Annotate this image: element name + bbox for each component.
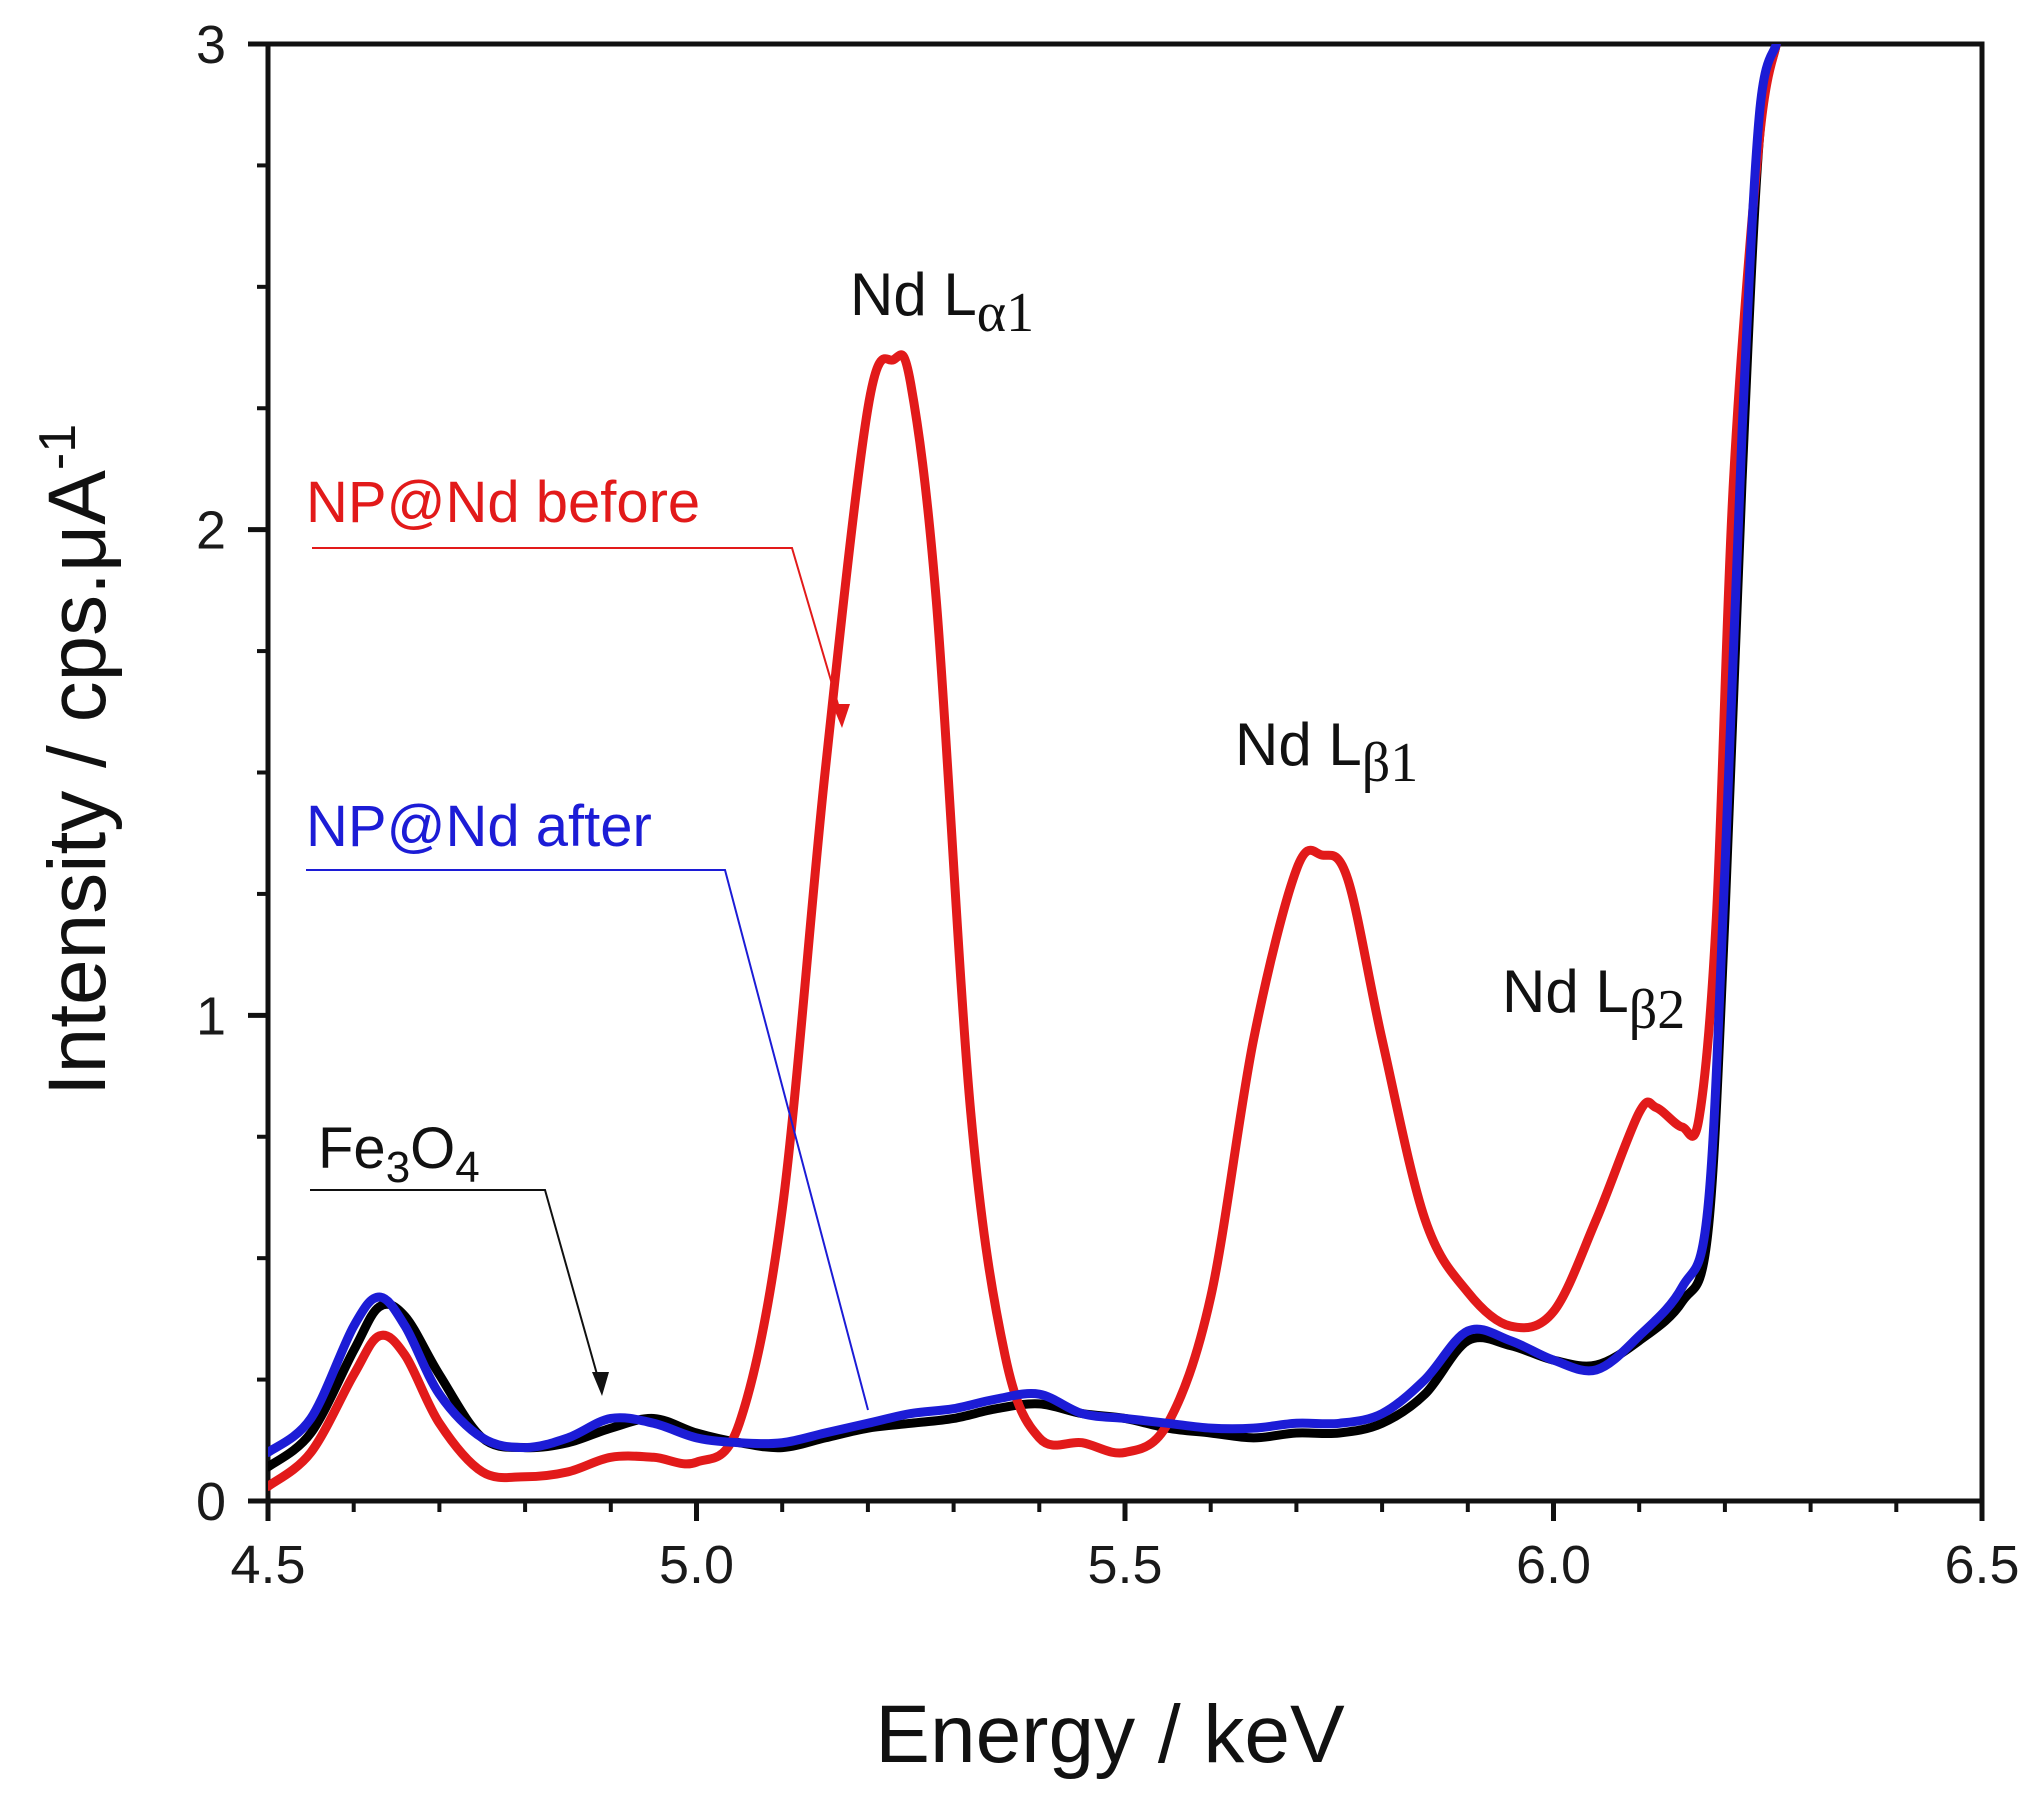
x-tick-label: 5.5	[1087, 1535, 1162, 1595]
y-tick-label: 2	[196, 501, 226, 561]
series-line-after	[268, 44, 1781, 1457]
x-tick-label: 4.5	[230, 1535, 305, 1595]
leader-line-before	[312, 547, 843, 719]
legend-after: NP@Nd after	[306, 794, 869, 1411]
leader-line-after	[306, 869, 869, 1411]
peak-label-nd-lb1: Nd Lβ1	[1235, 711, 1418, 794]
y-axis-ticks: 0 1 2 3	[196, 15, 268, 1532]
y-tick-label: 1	[196, 986, 226, 1046]
x-tick-label: 6.0	[1516, 1535, 1591, 1595]
x-tick-label: 6.5	[1944, 1535, 2019, 1595]
peak-label-nd-lb2: Nd Lβ2	[1502, 958, 1685, 1041]
y-tick-label: 3	[196, 15, 226, 75]
x-tick-label: 5.0	[659, 1535, 734, 1595]
legend-before: NP@Nd before	[306, 470, 850, 728]
legend-label-before: NP@Nd before	[306, 470, 700, 535]
legend-label-fe3o4: Fe3O4	[318, 1116, 480, 1192]
peak-label-nd-la1: Nd Lα1	[850, 261, 1034, 344]
y-tick-label: 0	[196, 1472, 226, 1532]
leader-line-fe3o4	[310, 1189, 601, 1386]
series-layer	[268, 44, 1781, 1491]
x-axis-title: Energy / keV	[875, 1689, 1345, 1780]
arrowhead-fe3o4	[592, 1372, 609, 1396]
y-axis-title: Intensity / cps.μA-1	[29, 424, 123, 1096]
legend-fe3o4: Fe3O4	[310, 1116, 609, 1396]
arrowhead-before	[832, 704, 850, 728]
x-axis-ticks: 4.5 5.0 5.5 6.0 6.5	[230, 1501, 2020, 1595]
series-line-fe3o4	[268, 44, 1781, 1472]
legend-label-after: NP@Nd after	[306, 794, 652, 859]
series-line-before	[268, 44, 1781, 1491]
peak-annotations: Nd Lα1 Nd Lβ1 Nd Lβ2	[850, 261, 1685, 1041]
